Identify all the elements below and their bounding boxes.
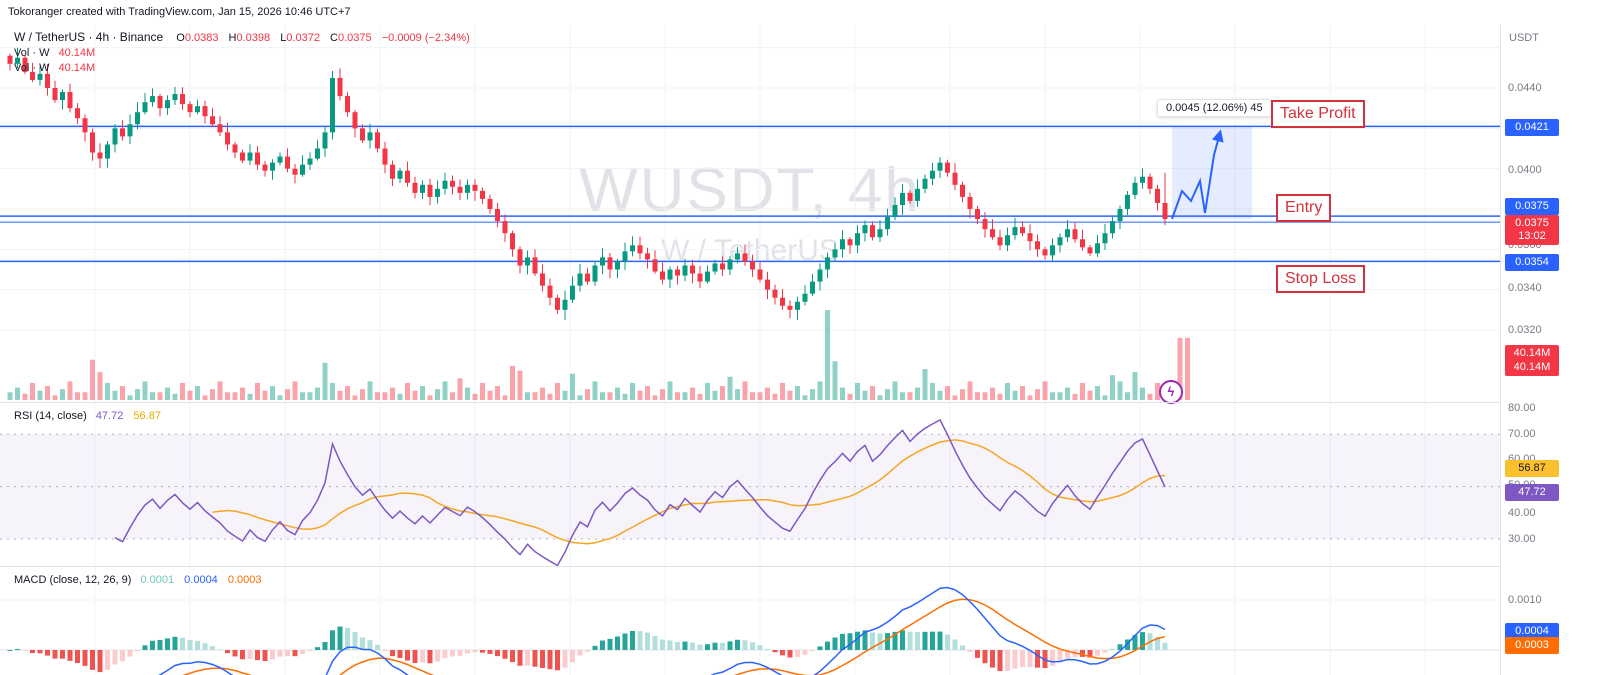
high-value: H0.0398 [228, 32, 271, 44]
rsi-grid [0, 403, 1500, 566]
measure-tool-label[interactable]: 0.0045 (12.06%) 45 [1157, 99, 1272, 117]
entry-price-badge: 0.0375 [1505, 198, 1559, 215]
last-price-badge: 0.0375 13:02 [1505, 215, 1559, 245]
macd-pane[interactable] [0, 567, 1500, 675]
volume-label[interactable]: Vol · W [14, 62, 50, 74]
main-grid [0, 25, 1500, 402]
volume-value: 40.14M [58, 62, 96, 74]
macd-title[interactable]: MACD (close, 12, 26, 9) [14, 574, 132, 586]
attribution-bar: Tokoranger created with TradingView.com,… [0, 0, 1600, 25]
rsi-legend: RSI (14, close) 47.72 56.87 [14, 409, 161, 424]
symbol-title[interactable]: W / TetherUS · 4h · Binance [14, 30, 164, 44]
rsi-tick: 70.00 [1508, 428, 1536, 440]
lightning-trade-icon[interactable]: ϟ [1159, 380, 1183, 404]
macd-signal-value: 0.0003 [227, 574, 262, 586]
ohlc-row: W / TetherUS · 4h · Binance O0.0383 H0.0… [14, 30, 470, 46]
rsi-pane[interactable] [0, 403, 1500, 566]
stop-loss-price-badge: 0.0354 [1505, 254, 1559, 271]
change-value: −0.0009 (−2.34%) [381, 32, 470, 44]
volume-bars [7, 310, 1190, 400]
macd-lines [157, 586, 1166, 675]
low-value: L0.0372 [280, 32, 320, 44]
pane-separator[interactable] [0, 402, 1600, 403]
chart-area[interactable]: WUSDT, 4h W / TetherUS W / TetherUS · 4h… [0, 25, 1500, 675]
main-legend: W / TetherUS · 4h · Binance O0.0383 H0.0… [14, 30, 470, 76]
volume-value: 40.14M [58, 47, 96, 59]
rsi-tick: 40.00 [1508, 507, 1536, 519]
price-tick: 0.0400 [1508, 164, 1542, 176]
price-tick: 0.0340 [1508, 282, 1542, 294]
price-tick: 0.0440 [1508, 82, 1542, 94]
rsi-value-badge: 47.72 [1505, 484, 1559, 501]
close-value: C0.0375 [330, 32, 372, 44]
rsi-tick: 30.00 [1508, 533, 1536, 545]
macd-hist-value: 0.0001 [140, 574, 175, 586]
price-tick: 0.0320 [1508, 324, 1542, 336]
price-pane[interactable] [0, 25, 1500, 402]
volume-legend-row: Vol · W 40.14M [14, 46, 470, 61]
rsi-lines [114, 418, 1166, 566]
pane-separator[interactable] [0, 566, 1600, 567]
open-value: O0.0383 [176, 32, 219, 44]
rsi-value: 47.72 [95, 410, 124, 422]
volume-badge: 40.14M [1505, 359, 1559, 376]
macd-line-badge: 0.0004 [1505, 623, 1559, 640]
stop-loss-label[interactable]: Stop Loss [1276, 265, 1366, 293]
macd-line-value: 0.0004 [184, 574, 218, 586]
rsi-ma-badge: 56.87 [1505, 460, 1559, 477]
volume-label[interactable]: Vol · W [14, 47, 50, 59]
attribution-text: Tokoranger created with TradingView.com,… [8, 6, 351, 18]
macd-legend: MACD (close, 12, 26, 9) 0.0001 0.0004 0.… [14, 573, 262, 588]
rsi-ma-value: 56.87 [133, 410, 161, 422]
volume-badge: 40.14M [1505, 345, 1559, 362]
rsi-title[interactable]: RSI (14, close) [14, 410, 87, 422]
rsi-tick: 80.00 [1508, 402, 1536, 414]
level-lines [0, 125, 1500, 263]
long-projection[interactable] [1171, 126, 1252, 220]
macd-histogram [7, 626, 1168, 673]
candlestick-series [7, 47, 1168, 320]
entry-label[interactable]: Entry [1276, 194, 1332, 222]
take-profit-label[interactable]: Take Profit [1271, 100, 1365, 128]
macd-tick: 0.0010 [1508, 594, 1542, 606]
macd-signal-badge: 0.0003 [1505, 637, 1559, 654]
price-axis[interactable]: USDT 0.0440 0.0400 0.0360 0.0340 0.0320 … [1500, 25, 1600, 675]
take-profit-price-badge: 0.0421 [1505, 119, 1559, 136]
bar-countdown: 13:02 [1518, 230, 1546, 242]
last-price-value: 0.0375 [1515, 217, 1549, 229]
axis-currency-label: USDT [1509, 32, 1539, 44]
volume-legend-row: Vol · W 40.14M [14, 61, 470, 76]
